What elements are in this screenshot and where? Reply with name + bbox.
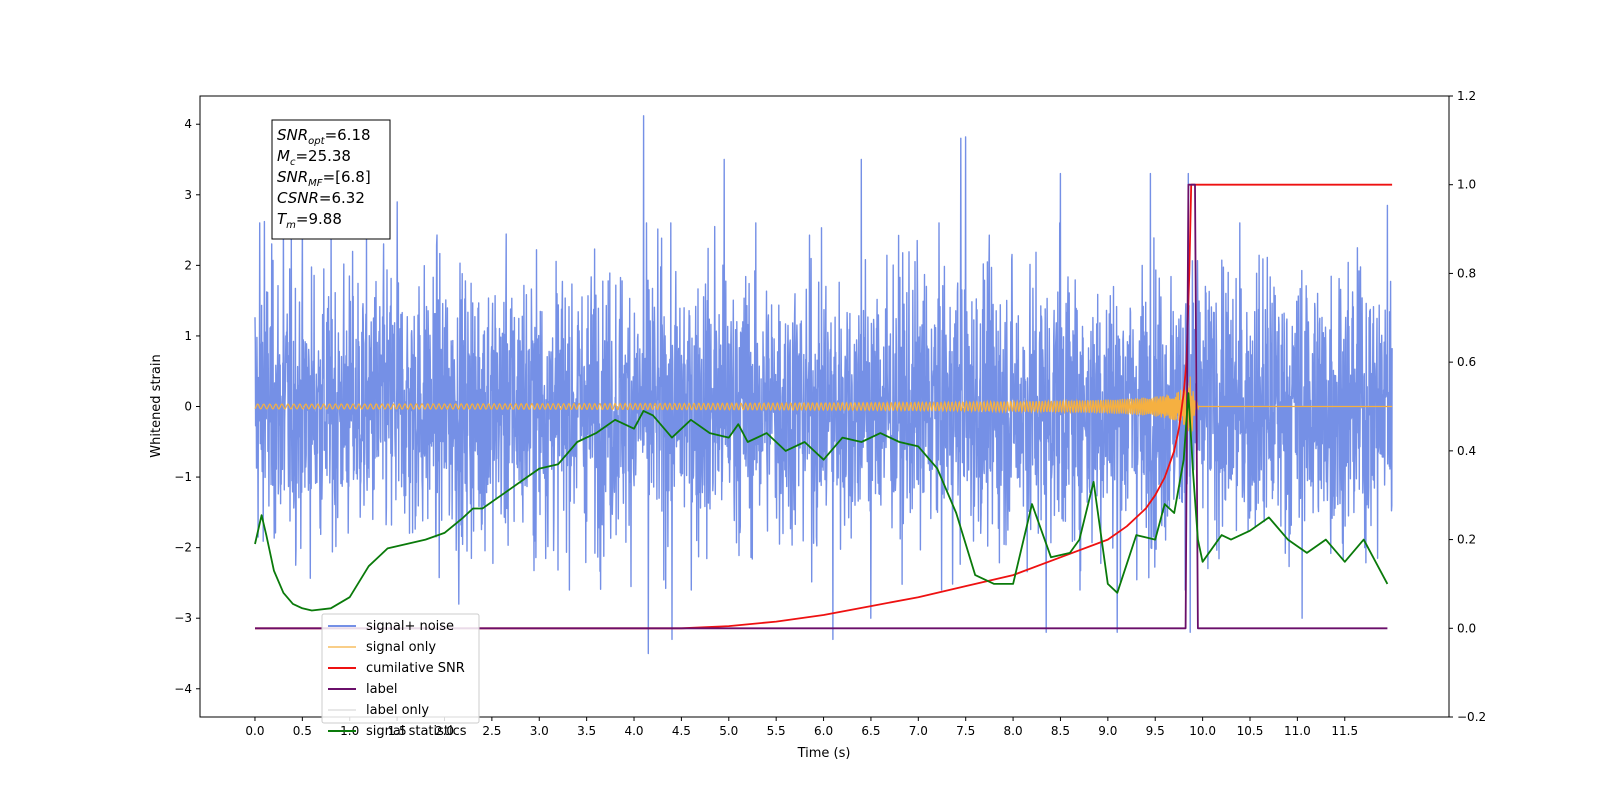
annotation-line: Mc=25.38 xyxy=(277,147,351,168)
legend-entry: label only xyxy=(328,703,429,718)
annotation-subscript: m xyxy=(286,220,296,231)
x-tick-label: 11.0 xyxy=(1284,724,1311,738)
legend-label: signal+ noise xyxy=(366,619,454,634)
annotation-symbol: CSNR xyxy=(277,189,319,207)
y-axis-right: −0.2 0.0 0.2 0.4 0.6 0.8 1.0 1.2 xyxy=(1449,89,1486,724)
y2-tick-label: 0.4 xyxy=(1457,444,1476,458)
legend-label: signal only xyxy=(366,640,436,655)
series-cumilative-snr xyxy=(255,183,1393,630)
annotation-symbol: M xyxy=(277,147,290,165)
x-tick-label: 10.5 xyxy=(1237,724,1264,738)
annotation-frame xyxy=(271,119,391,240)
y2-tick-label: 0.6 xyxy=(1457,355,1476,369)
y-tick-label: −2 xyxy=(174,541,192,555)
series-signal-statistics xyxy=(254,392,1389,612)
annotation-box: SNRopt=6.18Mc=25.38SNRMF=[6.8]CSNR=6.32T… xyxy=(271,119,391,240)
x-tick-label: 6.0 xyxy=(814,724,833,738)
annotation-line: SNRMF=[6.8] xyxy=(277,168,371,189)
y-tick-label: 0 xyxy=(184,400,192,414)
x-tick-label: 3.5 xyxy=(577,724,596,738)
series-label xyxy=(255,183,1388,630)
annotation-line: Tm=9.88 xyxy=(277,210,342,231)
x-tick-label: 4.5 xyxy=(672,724,691,738)
x-tick-label: 7.0 xyxy=(909,724,928,738)
x-tick-label: 2.5 xyxy=(482,724,501,738)
annotation-value: =6.18 xyxy=(325,126,371,144)
y2-tick-label: 1.0 xyxy=(1457,178,1476,192)
x-tick-label: 8.5 xyxy=(1051,724,1070,738)
annotation-subscript: c xyxy=(290,157,296,168)
x-tick-label: 1.5 xyxy=(388,724,407,738)
y2-tick-label: 1.2 xyxy=(1457,89,1476,103)
annotation-value: =9.88 xyxy=(296,210,342,228)
legend-entry: signal statistics xyxy=(328,724,467,739)
x-tick-label: 5.0 xyxy=(719,724,738,738)
legend-entry: signal+ noise xyxy=(328,619,454,634)
x-tick-label: 7.5 xyxy=(956,724,975,738)
legend: signal+ noise signal only cumilative SNR la… xyxy=(321,613,480,739)
legend-entry: label xyxy=(328,682,397,697)
y-tick-label: 3 xyxy=(184,188,192,202)
y2-tick-label: 0.0 xyxy=(1457,621,1476,635)
x-tick-label: 10.0 xyxy=(1189,724,1216,738)
legend-frame xyxy=(321,613,480,724)
series-signal-only xyxy=(254,376,1393,443)
x-tick-label: 9.0 xyxy=(1098,724,1117,738)
legend-label: label xyxy=(366,682,397,697)
annotation-value: =[6.8] xyxy=(323,168,371,186)
y-tick-label: 4 xyxy=(184,117,192,131)
y-tick-label: −4 xyxy=(174,682,192,696)
annotation-symbol: T xyxy=(277,210,288,228)
annotation-value: =25.38 xyxy=(295,147,351,165)
annotation-subscript: opt xyxy=(308,136,325,147)
legend-label: cumilative SNR xyxy=(366,661,465,676)
x-tick-label: 5.5 xyxy=(767,724,786,738)
y-tick-label: −3 xyxy=(174,611,192,625)
legend-label: label only xyxy=(366,703,429,718)
x-tick-label: 4.0 xyxy=(624,724,643,738)
y-axis-label: Whitened strain xyxy=(149,354,164,457)
annotation-line: SNRopt=6.18 xyxy=(277,126,371,147)
x-tick-label: 3.0 xyxy=(530,724,549,738)
y-tick-label: 1 xyxy=(184,329,192,343)
legend-entry: signal only xyxy=(328,640,436,655)
x-tick-label: 6.5 xyxy=(861,724,880,738)
y2-tick-label: −0.2 xyxy=(1457,710,1486,724)
y-tick-label: 2 xyxy=(184,258,192,272)
x-axis: 0.0 0.5 1.0 1.5 2.0 2.5 3.0 3.5 4.0 4.5 5.0 5.5 6.0 6… xyxy=(245,717,1358,738)
x-axis-label: Time (s) xyxy=(797,746,851,761)
annotation-subscript: MF xyxy=(308,178,323,189)
x-tick-label: 9.5 xyxy=(1146,724,1165,738)
legend-label: signal statistics xyxy=(366,724,467,739)
series-layer xyxy=(254,115,1393,655)
annotation-symbol: SNR xyxy=(277,126,308,144)
y-tick-label: −1 xyxy=(174,470,192,484)
x-tick-label: 8.0 xyxy=(1004,724,1023,738)
y-axis-left: −4 −3 −2 −1 0 1 2 3 4 xyxy=(174,117,200,696)
annotation-value: =6.32 xyxy=(319,189,365,207)
y2-tick-label: 0.8 xyxy=(1457,266,1476,280)
x-tick-label: 0.0 xyxy=(245,724,264,738)
legend-entry: cumilative SNR xyxy=(328,661,465,676)
x-tick-label: 0.5 xyxy=(293,724,312,738)
y2-tick-label: 0.2 xyxy=(1457,533,1476,547)
annotation-symbol: SNR xyxy=(277,168,308,186)
x-tick-label: 11.5 xyxy=(1331,724,1358,738)
annotation-line: CSNR=6.32 xyxy=(277,189,365,207)
x-tick-label: 2.0 xyxy=(435,724,454,738)
